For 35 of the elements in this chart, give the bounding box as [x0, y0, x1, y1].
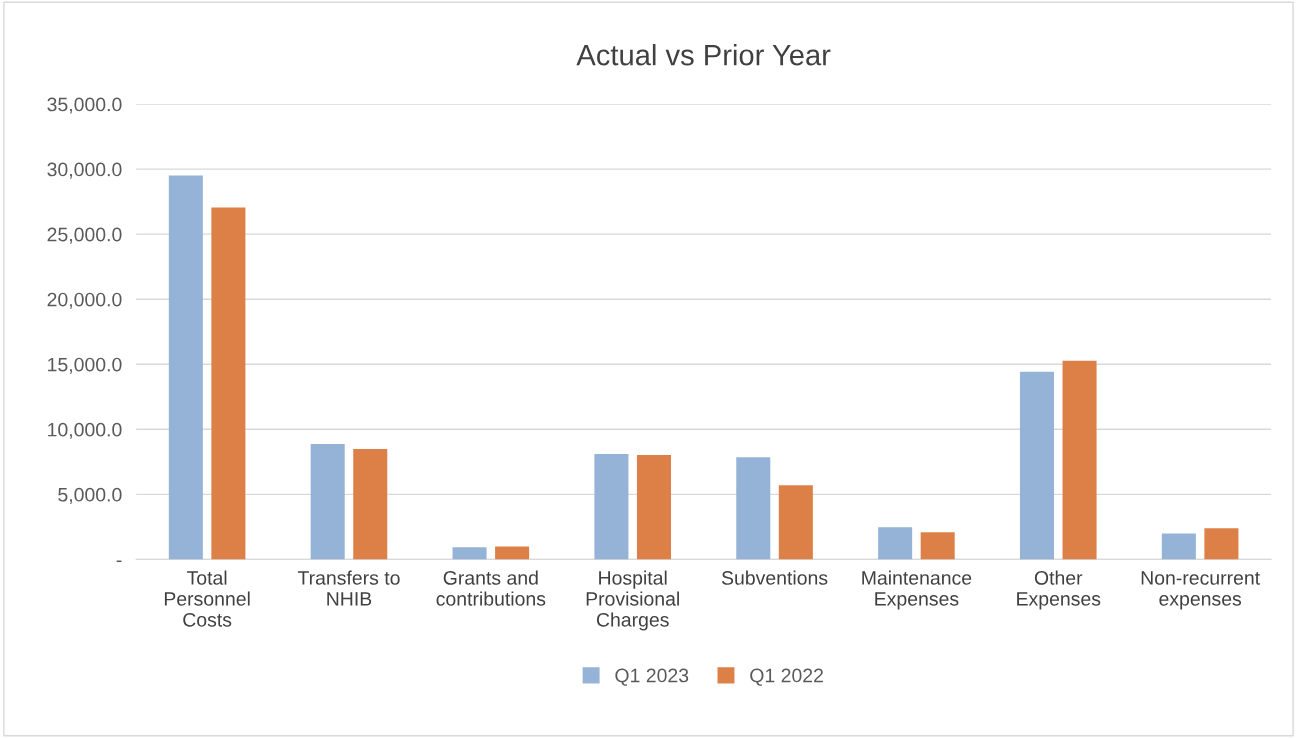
x-tick-label: Subventions: [721, 570, 828, 585]
y-tick-label: 20,000.0: [47, 292, 122, 309]
bar: [310, 444, 345, 560]
y-tick-label: 15,000.0: [48, 357, 122, 374]
bar: [168, 175, 203, 560]
x-tick-label: Maintenance Expenses: [862, 570, 972, 610]
bar: [452, 547, 487, 560]
y-tick-label: 5,000.0: [58, 487, 122, 504]
x-tick-label: Non-recurrent expenses: [1141, 571, 1260, 610]
bar: [594, 454, 629, 560]
bar: [736, 457, 771, 560]
bar: [778, 485, 813, 560]
legend-label: Q1 2022: [750, 668, 823, 686]
x-tick-label: Hospital Provisional Charges: [586, 570, 679, 631]
chart-title: Actual vs Prior Year: [576, 44, 831, 66]
x-tick-label: Grants and contributions: [436, 570, 546, 606]
x-tick-label: Other Expenses: [1017, 570, 1101, 610]
y-tick-label: 10,000.0: [48, 422, 122, 439]
y-tick-label: 30,000.0: [47, 162, 122, 179]
bar: [1062, 360, 1097, 560]
y-tick-label: 25,000.0: [47, 227, 122, 244]
bar: [1204, 528, 1239, 560]
bar: [1019, 371, 1055, 560]
x-tick-label: Total Personnel Costs: [164, 570, 250, 627]
bar: [636, 455, 671, 560]
y-tick-label: 35,000.0: [47, 97, 122, 114]
legend-label: Q1 2023: [615, 668, 689, 686]
y-tick-label: -: [116, 560, 122, 563]
bar: [353, 449, 388, 560]
bar: [495, 546, 530, 560]
x-tick-label: Transfers to NHIB: [297, 570, 400, 606]
bar: [1161, 533, 1196, 560]
bar: [211, 207, 246, 560]
bar: [920, 532, 955, 560]
bar: [878, 527, 913, 560]
